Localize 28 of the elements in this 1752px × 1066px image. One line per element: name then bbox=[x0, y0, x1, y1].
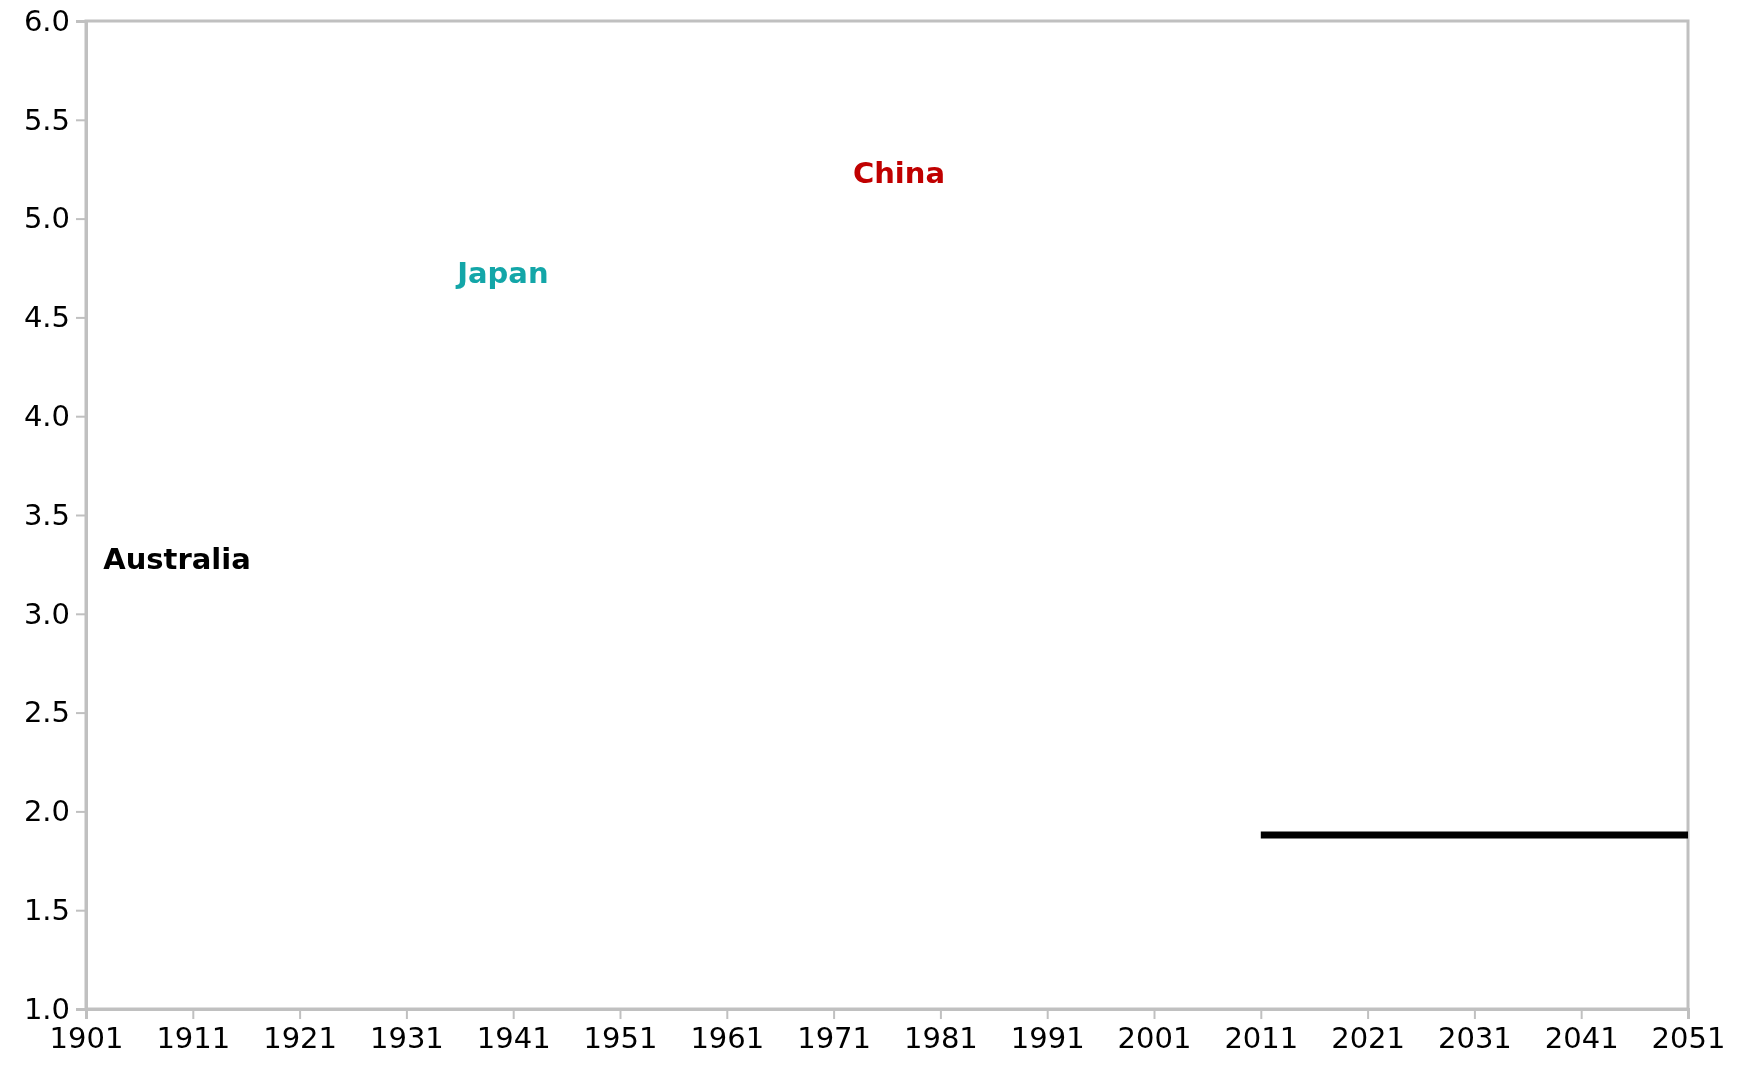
x-tick-label: 1971 bbox=[797, 1020, 872, 1055]
x-tick-label: 1941 bbox=[476, 1020, 551, 1055]
x-tick-label: 2041 bbox=[1544, 1020, 1619, 1055]
x-tick-label: 1911 bbox=[156, 1020, 231, 1055]
y-tick-label: 4.0 bbox=[23, 398, 70, 433]
y-tick-label: 2.5 bbox=[23, 695, 70, 730]
x-tick-label: 1921 bbox=[263, 1020, 338, 1055]
y-tick-label: 4.5 bbox=[23, 300, 70, 335]
x-tick-label: 2031 bbox=[1437, 1020, 1512, 1055]
x-tick-label: 2011 bbox=[1224, 1020, 1299, 1055]
x-tick-label: 1961 bbox=[690, 1020, 765, 1055]
y-tick-label: 2.0 bbox=[23, 794, 70, 829]
y-tick-label: 5.0 bbox=[23, 201, 70, 236]
x-tick-label: 2001 bbox=[1117, 1020, 1192, 1055]
legend-label: China bbox=[852, 156, 946, 191]
y-tick-label: 6.0 bbox=[23, 3, 70, 38]
y-tick-label: 5.5 bbox=[23, 102, 70, 137]
x-tick-label: 1931 bbox=[369, 1020, 444, 1055]
y-tick-label: 3.5 bbox=[23, 497, 70, 532]
x-tick-label: 1951 bbox=[583, 1020, 658, 1055]
text: Australia bbox=[103, 542, 251, 577]
x-tick-label: 1981 bbox=[903, 1020, 978, 1055]
y-tick-label: 1.5 bbox=[23, 892, 70, 927]
legend-label: Japan bbox=[455, 255, 549, 290]
x-tick-label: 2021 bbox=[1331, 1020, 1406, 1055]
x-tick-label: 1991 bbox=[1010, 1020, 1085, 1055]
x-tick-label: 2051 bbox=[1651, 1020, 1726, 1055]
y-tick-label: 3.0 bbox=[23, 596, 70, 631]
